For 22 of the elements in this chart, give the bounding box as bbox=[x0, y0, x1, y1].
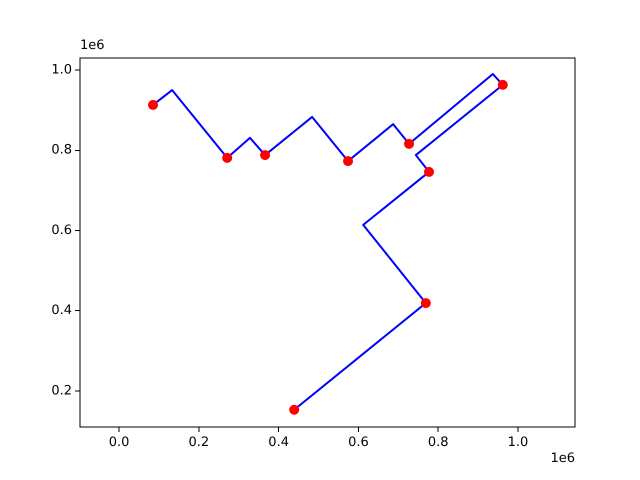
text: 1e6 bbox=[80, 38, 105, 53]
point bbox=[148, 100, 158, 110]
point bbox=[260, 150, 270, 160]
x-tick-label: 0.4 bbox=[268, 435, 289, 450]
y-tick-label: 1.0 bbox=[51, 62, 72, 78]
y-tick-label: 0.4 bbox=[51, 303, 72, 318]
point bbox=[343, 156, 354, 166]
point bbox=[222, 152, 232, 163]
text: 1e6 bbox=[550, 450, 575, 466]
point bbox=[424, 166, 434, 177]
x-tick-label: 0.6 bbox=[348, 435, 369, 450]
x-tick-label: 0.2 bbox=[188, 435, 210, 450]
point bbox=[498, 80, 508, 90]
y-tick-label: 0.2 bbox=[51, 383, 72, 398]
y-tick-label: 0.6 bbox=[51, 222, 72, 238]
x-tick-label: 0.8 bbox=[428, 435, 449, 450]
y-tick-label: 0.8 bbox=[51, 142, 72, 158]
point bbox=[420, 298, 431, 308]
point bbox=[404, 138, 414, 149]
x-tick-label: 1.0 bbox=[508, 435, 528, 450]
point bbox=[289, 404, 300, 415]
x-tick-label: 0.0 bbox=[108, 435, 130, 450]
